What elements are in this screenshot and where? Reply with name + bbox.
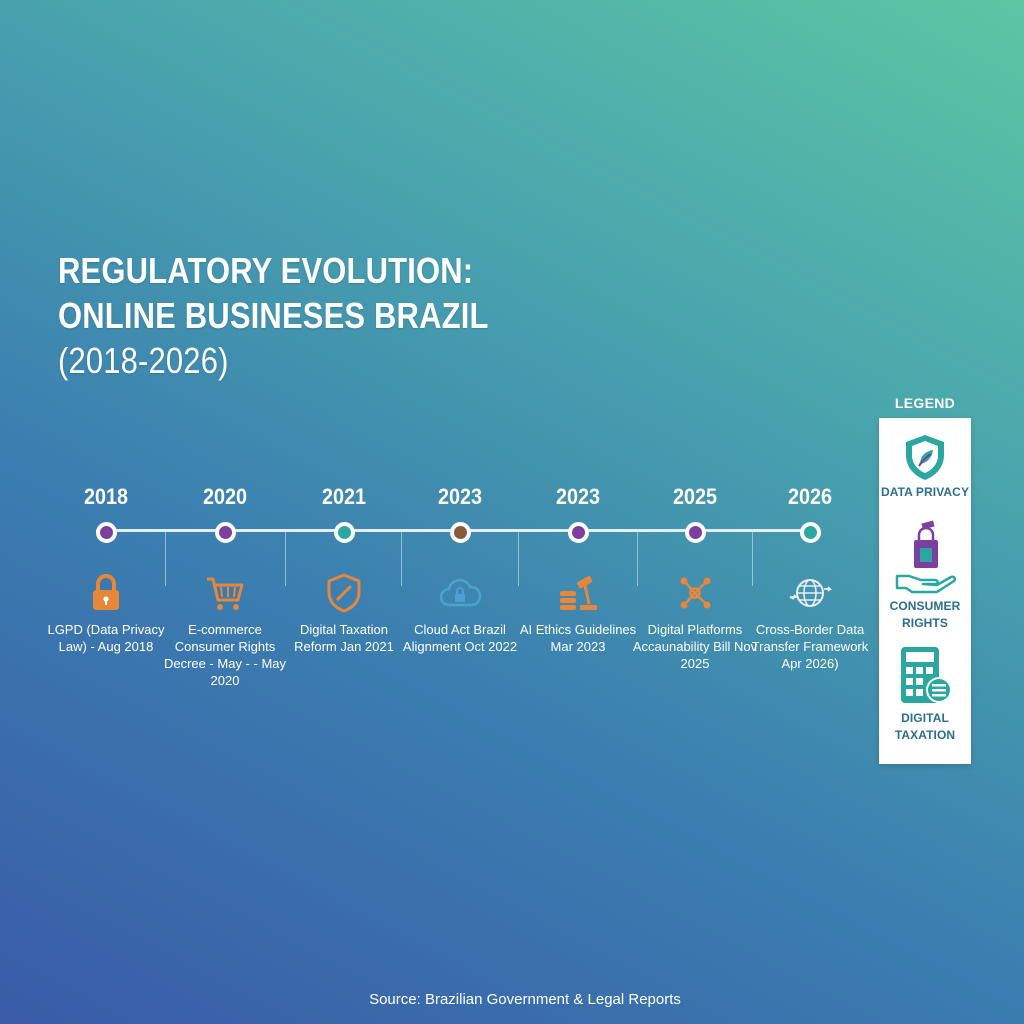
timeline-node [214, 522, 236, 543]
legend-item-consumer-rights: CONSUMER RIGHTS [879, 518, 971, 632]
event-year: 2023 [555, 484, 601, 509]
legend-title: LEGEND [894, 395, 956, 411]
cloud-lock-icon [438, 571, 482, 615]
event-label: Cloud Act Brazil Alignment Oct 2022 [402, 622, 518, 654]
legend: DATA PRIVACY CONSUMER RIGHTS [879, 418, 971, 764]
timeline-divider [285, 530, 286, 586]
timeline-event-digital-taxation: 2021 Digital Taxation Reform Jan 2021 [274, 470, 414, 655]
timeline-node [95, 522, 117, 543]
timeline-node [333, 522, 355, 543]
timeline-event-cloud-act: 2023 Cloud Act Brazil Alignment Oct 2022 [390, 470, 530, 655]
timeline-divider [165, 530, 166, 586]
shopping-cart-icon [203, 571, 247, 615]
legend-item-data-privacy: DATA PRIVACY [879, 432, 971, 501]
title-line-2: ONLINE BUSINESES BRAZIL [58, 295, 489, 336]
event-label: LGPD (Data Privacy Law) - Aug 2018 [47, 622, 165, 654]
timeline-event-cross-border: 2026 Cross-Border Data Transfer Framewor… [740, 470, 880, 672]
timeline-node [449, 522, 471, 543]
hand-shopping-bag-icon [895, 520, 956, 594]
lock-icon [84, 571, 128, 615]
event-year: 2026 [787, 484, 833, 509]
timeline-node [567, 522, 589, 543]
event-year: 2018 [83, 484, 129, 509]
gavel-coins-icon [556, 571, 600, 615]
event-label: Digital Platforms Accaunability Bill Nov… [632, 622, 758, 671]
timeline-divider [637, 530, 638, 586]
event-year: 2021 [321, 484, 367, 509]
event-year: 2025 [672, 484, 718, 509]
timeline-node [684, 522, 706, 543]
timeline-event-lgpd: 2018 LGPD (Data Privacy Law) - Aug 2018 [36, 470, 176, 655]
legend-label: DATA PRIVACY [880, 485, 970, 499]
timeline-divider [518, 530, 519, 586]
timeline-divider [401, 530, 402, 586]
timeline-event-ai-ethics: 2023 AI Ethics Guidelines Mar 2023 [508, 470, 648, 655]
legend-label: DIGITAL TAXATION [894, 711, 956, 742]
title-years: (2018-2026) [58, 340, 229, 381]
legend-label: CONSUMER RIGHTS [889, 599, 961, 630]
calculator-icon [901, 647, 952, 703]
event-year: 2020 [202, 484, 248, 509]
event-label: Digital Taxation Reform Jan 2021 [294, 622, 394, 654]
page-title: REGULATORY EVOLUTION: ONLINE BUSINESES B… [58, 248, 489, 383]
timeline-node [799, 522, 821, 543]
timeline-event-platforms-bill: 2025 Digital Platforms Accaunability Bil… [625, 470, 765, 672]
event-year: 2023 [437, 484, 483, 509]
network-icon [673, 571, 717, 615]
event-label: E-commerce Consumer Rights Decree - May … [163, 622, 287, 688]
event-label: AI Ethics Guidelines Mar 2023 [519, 622, 637, 654]
globe-icon [788, 571, 832, 615]
title-line-1: REGULATORY EVOLUTION: [58, 250, 474, 291]
timeline-event-ecommerce: 2020 E-commerce Consumer Rights Decree -… [155, 470, 295, 689]
legend-item-digital-taxation: DIGITAL TAXATION [879, 644, 971, 744]
timeline-divider [752, 530, 753, 586]
shield-icon [322, 571, 366, 615]
timeline: 2018 LGPD (Data Privacy Law) - Aug 2018 … [0, 470, 880, 700]
event-label: Cross-Border Data Transfer Framework Apr… [751, 622, 869, 671]
source-note: Source: Brazilian Government & Legal Rep… [369, 991, 681, 1008]
shield-leaf-icon [906, 435, 944, 480]
